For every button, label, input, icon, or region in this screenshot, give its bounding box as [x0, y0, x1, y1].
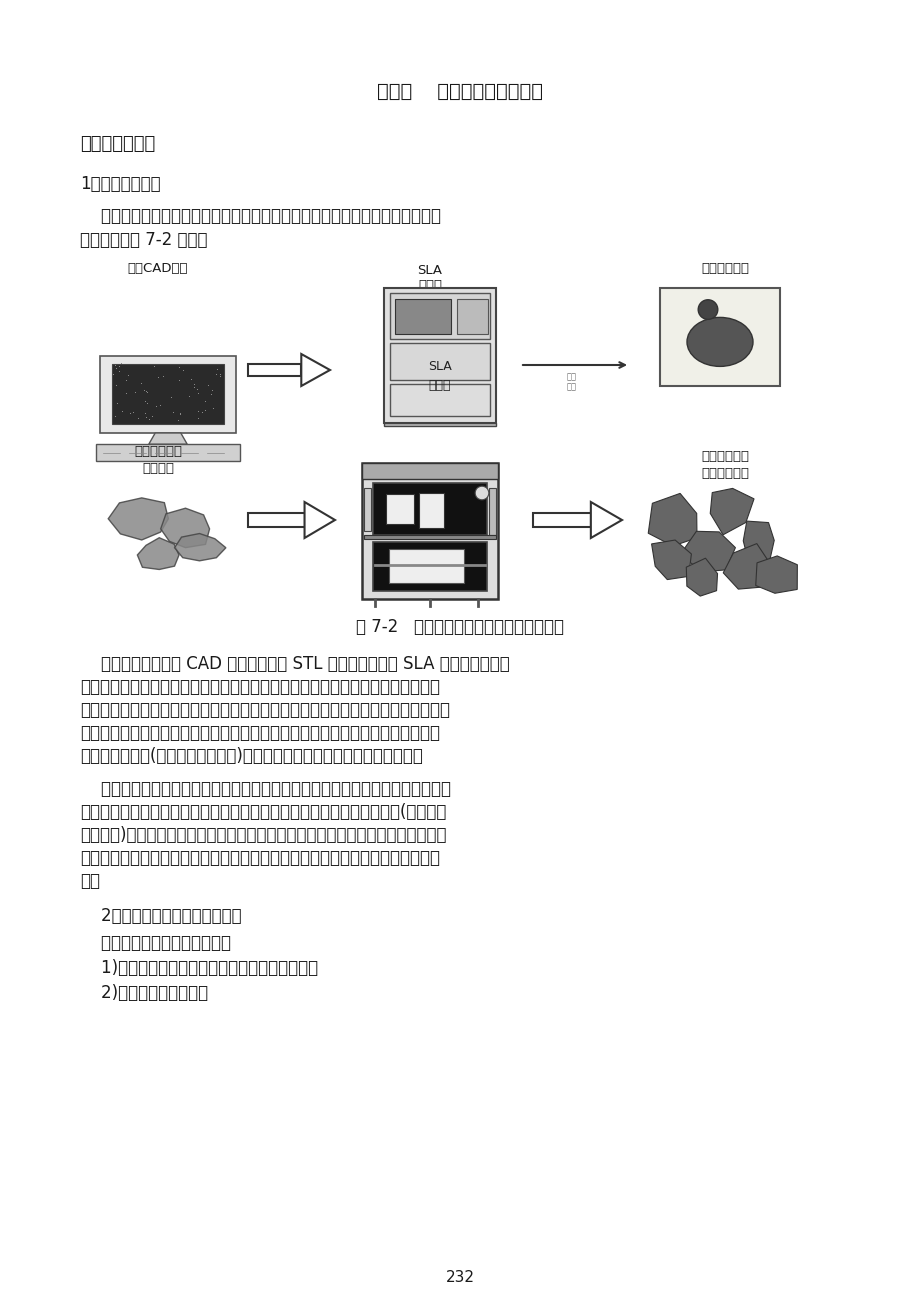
Text: 三维CAD模型: 三维CAD模型	[128, 262, 188, 275]
Bar	[364, 488, 370, 531]
Bar	[488, 488, 495, 535]
Text: 2．真空浇注硅橡胶模的优缺点: 2．真空浇注硅橡胶模的优缺点	[80, 907, 242, 925]
Text: 并将浇注通道对准漏斗口。真空浇注机上部的搅拌装置，将配制好的材料(如双份聚: 并将浇注通道对准漏斗口。真空浇注机上部的搅拌装置，将配制好的材料(如双份聚	[80, 803, 446, 822]
Polygon shape	[149, 434, 187, 444]
Bar	[389, 549, 464, 583]
Text: 1．制作工艺过程: 1．制作工艺过程	[80, 175, 161, 193]
Polygon shape	[137, 537, 179, 570]
Text: 切开硅橡胶模
取出母模: 切开硅橡胶模 取出母模	[134, 445, 182, 475]
Text: SLA
成形机: SLA 成形机	[417, 263, 442, 292]
Polygon shape	[651, 540, 691, 580]
Text: 一、硅橡胶软模: 一、硅橡胶软模	[80, 135, 155, 153]
Text: 品。: 品。	[80, 872, 100, 890]
Text: 速成形制成的原型就作为母模。将母模悬挂在框盒中，并在适当位置固定一个用以: 速成形制成的原型就作为母模。将母模悬挂在框盒中，并在适当位置固定一个用以	[80, 678, 439, 696]
Polygon shape	[175, 533, 226, 561]
Bar	[248, 513, 304, 527]
Text: 工艺过程如图 7-2 所示。: 工艺过程如图 7-2 所示。	[80, 231, 208, 249]
Ellipse shape	[686, 318, 752, 366]
Polygon shape	[648, 493, 697, 546]
Polygon shape	[743, 520, 774, 559]
Bar	[361, 463, 498, 479]
Text: 最终产品零件
（各种材料）: 最终产品零件 （各种材料）	[700, 450, 748, 480]
Bar	[418, 493, 443, 528]
Bar	[96, 444, 240, 461]
Bar	[659, 288, 779, 386]
Polygon shape	[301, 354, 330, 386]
Bar	[364, 535, 495, 540]
Bar	[112, 363, 223, 423]
Text: 第二节    硅橡胶软模及其应用: 第二节 硅橡胶软模及其应用	[377, 82, 542, 101]
Bar	[389, 384, 490, 417]
Circle shape	[474, 487, 488, 500]
Text: 图 7-2   采用硅橡胶模真空浇注零件的过程: 图 7-2 采用硅橡胶模真空浇注零件的过程	[356, 618, 563, 636]
Polygon shape	[590, 502, 621, 537]
Polygon shape	[679, 531, 734, 572]
Circle shape	[698, 300, 717, 319]
Text: 硅橡胶模制作: 硅橡胶模制作	[700, 262, 748, 275]
Polygon shape	[686, 558, 717, 596]
Bar	[383, 423, 495, 426]
Bar	[532, 513, 590, 527]
Bar	[457, 299, 488, 334]
Bar	[386, 495, 414, 524]
Bar	[389, 293, 490, 339]
Text: 橡胶模，进行脱模，获得聚氨酯塑料坯件；再在烘箱中固化后，就可获得最终的产: 橡胶模，进行脱模，获得聚氨酯塑料坯件；再在烘箱中固化后，就可获得最终的产	[80, 849, 439, 867]
Text: 硅橡胶模是最常见的软模，主要是试制用模具，也可用于制作过渡模。其制作: 硅橡胶模是最常见的软模，主要是试制用模具，也可用于制作过渡模。其制作	[80, 206, 440, 225]
Polygon shape	[709, 488, 754, 535]
Bar	[395, 299, 450, 334]
Bar	[372, 543, 487, 591]
Text: 当需要复制原型时，把硅橡胶模装配固定后，放入真空浇注机下部的工作室中，: 当需要复制原型时，把硅橡胶模装配固定后，放入真空浇注机下部的工作室中，	[80, 780, 450, 798]
Text: 1)制作周期短，可以大幅度缩短产品开发周期。: 1)制作周期短，可以大幅度缩短产品开发周期。	[80, 959, 318, 977]
Bar	[372, 483, 487, 535]
Polygon shape	[108, 498, 168, 540]
Bar	[361, 463, 498, 600]
Bar	[248, 363, 301, 376]
Bar	[389, 344, 490, 380]
Polygon shape	[754, 556, 797, 593]
Polygon shape	[304, 502, 335, 537]
Text: 从图中可见，三维 CAD 模型转换成为 STL 文件格式输出给 SLA 快速成形机，快: 从图中可见，三维 CAD 模型转换成为 STL 文件格式输出给 SLA 快速成形…	[80, 655, 509, 672]
Text: 真空浇注硅橡胶模的优点是：: 真空浇注硅橡胶模的优点是：	[80, 935, 231, 951]
Text: 倒入
模型: 倒入 模型	[566, 373, 576, 392]
Text: 232: 232	[445, 1269, 474, 1285]
Text: 2)制作费用非常低廉。: 2)制作费用非常低廉。	[80, 984, 208, 1002]
Text: 胶模切成若干块(至少是上下模两块)，取出母模，最终完成硅橡胶模的制作。: 胶模切成若干块(至少是上下模两块)，取出母模，最终完成硅橡胶模的制作。	[80, 748, 423, 765]
Bar	[100, 356, 236, 434]
Bar	[383, 288, 495, 423]
Text: 形成浇注通道的金属柱；然后在常态下或在真空浇注机中倒入混合好的液态硅橡胶，: 形成浇注通道的金属柱；然后在常态下或在真空浇注机中倒入混合好的液态硅橡胶，	[80, 701, 449, 719]
Text: 成形机: 成形机	[428, 379, 450, 392]
Polygon shape	[722, 544, 771, 589]
Text: 再放到烘箱中固化，就得到硅橡胶模。按照零件的复杂程度设计好分模线，将硅橡: 再放到烘箱中固化，就得到硅橡胶模。按照零件的复杂程度设计好分模线，将硅橡	[80, 724, 439, 742]
Text: 氨酯塑料)，通过上、下工作室之间的漏斗注入硅橡胶模中；然后取出有塑料件的硅: 氨酯塑料)，通过上、下工作室之间的漏斗注入硅橡胶模中；然后取出有塑料件的硅	[80, 826, 446, 844]
Polygon shape	[161, 509, 210, 548]
Text: SLA: SLA	[427, 360, 451, 373]
